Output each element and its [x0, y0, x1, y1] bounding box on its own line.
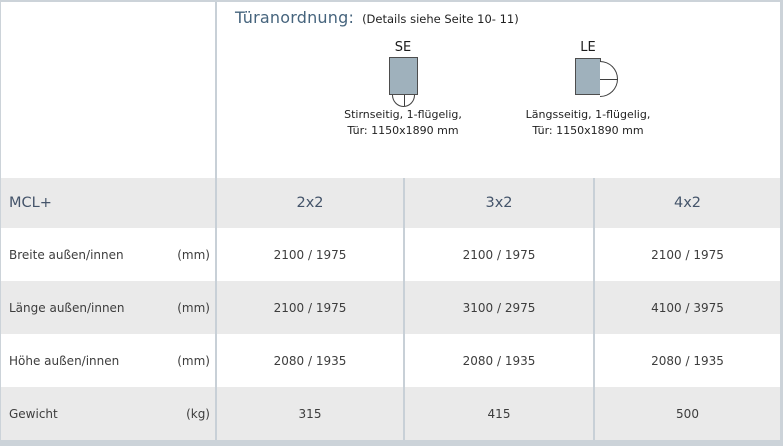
diagram-le-desc-line1: Längsseitig, 1-flügelig,: [525, 108, 651, 121]
row-unit: (mm): [177, 353, 210, 368]
cabin-rect-icon: [575, 58, 601, 95]
table-header-row: MCL+ 2x2 3x2 4x2: [1, 178, 780, 228]
row-unit: (kg): [186, 406, 210, 421]
value-cell: 500: [593, 387, 780, 440]
row-label: Breite außen/innen: [9, 247, 124, 262]
panel-title-note: (Details siehe Seite 10- 11): [362, 12, 519, 26]
panel-title-row: Türanordnung: (Details siehe Seite 10- 11…: [235, 7, 519, 29]
value-cell: 2100 / 1975: [403, 228, 593, 281]
table-row-laenge: Länge außen/innen (mm) 2100 / 1975 3100 …: [1, 281, 780, 334]
product-name-cell: MCL+: [9, 195, 52, 211]
value-cell: 2080 / 1935: [215, 334, 403, 387]
diagram-se-code: SE: [394, 40, 412, 55]
value-cell: 2100 / 1975: [593, 228, 780, 281]
row-label-cell: Höhe außen/innen (mm): [1, 334, 215, 387]
table-row-breite: Breite außen/innen (mm) 2100 / 1975 2100…: [1, 228, 780, 281]
diagram-le-description: Längsseitig, 1-flügelig, Tür: 1150x1890 …: [503, 107, 673, 139]
cabin-rect-icon: [389, 57, 418, 95]
door-arrangement-section: Türanordnung: (Details siehe Seite 10- 11…: [1, 2, 780, 178]
diagram-le-desc-line2: Tür: 1150x1890 mm: [532, 124, 644, 137]
size-column-2x2: 2x2: [215, 178, 403, 228]
row-unit: (mm): [177, 300, 210, 315]
top-left-spacer: [1, 2, 215, 178]
value-cell: 4100 / 3975: [593, 281, 780, 334]
table-row-hoehe: Höhe außen/innen (mm) 2080 / 1935 2080 /…: [1, 334, 780, 387]
diagram-se: SE Stirnseitig, 1-flügelig, Tür: 1150x18…: [318, 38, 488, 150]
value-cell: 2100 / 1975: [215, 281, 403, 334]
diagram-se-description: Stirnseitig, 1-flügelig, Tür: 1150x1890 …: [318, 107, 488, 139]
size-column-3x2: 3x2: [403, 178, 593, 228]
row-label: Gewicht: [9, 406, 58, 421]
row-label: Höhe außen/innen: [9, 353, 120, 368]
door-swing-arc-icon: [392, 95, 415, 107]
value-cell: 415: [403, 387, 593, 440]
row-label: Länge außen/innen: [9, 300, 125, 315]
door-arrangement-panel: Türanordnung: (Details siehe Seite 10- 11…: [215, 2, 780, 178]
row-label-cell: Gewicht (kg): [1, 387, 215, 440]
diagram-se-desc-line2: Tür: 1150x1890 mm: [347, 124, 459, 137]
diagram-se-desc-line1: Stirnseitig, 1-flügelig,: [344, 108, 462, 121]
size-column-4x2: 4x2: [593, 178, 780, 228]
diagram-le-code: LE: [580, 40, 596, 55]
value-cell: 3100 / 2975: [403, 281, 593, 334]
table-row-gewicht: Gewicht (kg) 315 415 500: [1, 387, 780, 440]
door-leaf-line: [600, 79, 618, 80]
diagram-le: LE Längsseitig, 1-flügelig, Tür: 1150x18…: [503, 38, 673, 150]
value-cell: 315: [215, 387, 403, 440]
panel-title: Türanordnung:: [235, 8, 355, 27]
value-cell: 2100 / 1975: [215, 228, 403, 281]
row-unit: (mm): [177, 247, 210, 262]
value-cell: 2080 / 1935: [403, 334, 593, 387]
value-cell: 2080 / 1935: [593, 334, 780, 387]
row-label-cell: Länge außen/innen (mm): [1, 281, 215, 334]
row-label-cell: Breite außen/innen (mm): [1, 228, 215, 281]
door-leaf-line: [403, 95, 405, 106]
